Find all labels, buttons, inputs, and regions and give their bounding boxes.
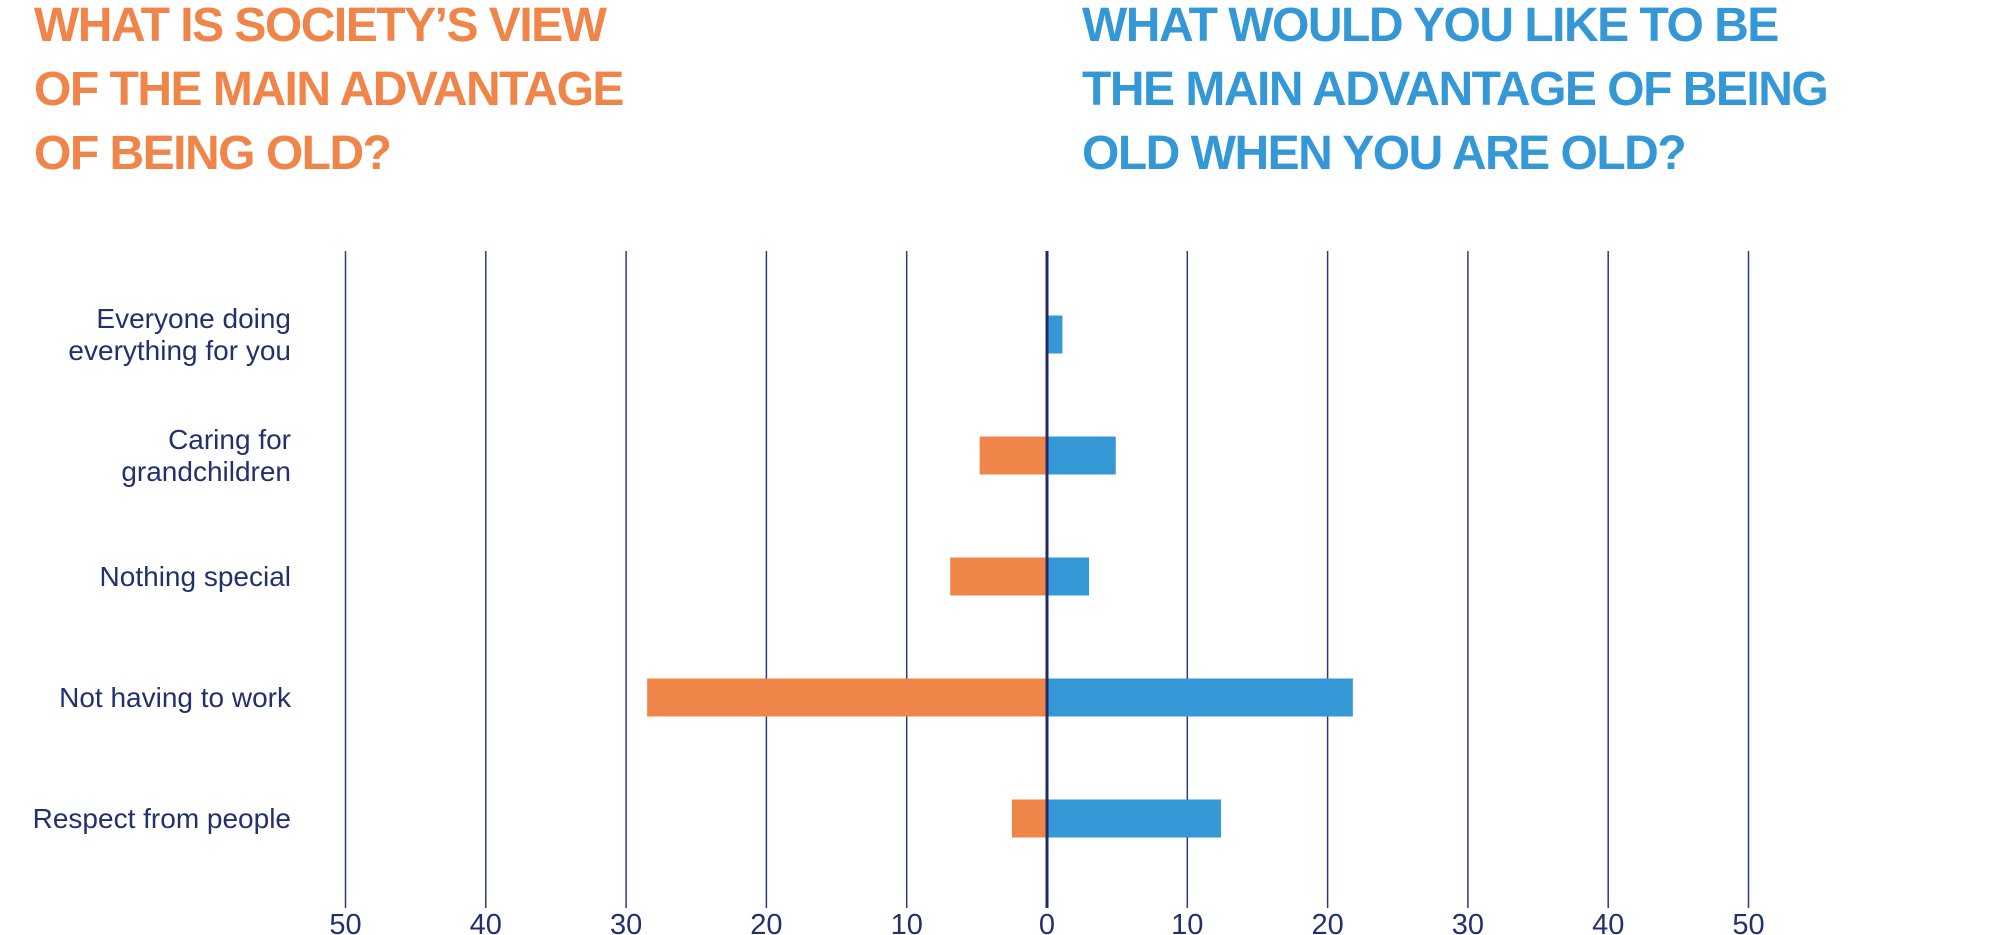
series-title: WHAT IS SOCIETY’S VIEW OF THE MAIN ADVANT… xyxy=(34,0,624,186)
category-label: Everyone doing everything for you xyxy=(68,302,291,366)
x-tick-label: 40 xyxy=(470,909,502,935)
category-label: Nothing special xyxy=(99,560,291,592)
bar xyxy=(1047,799,1221,838)
title-line: THE MAIN ADVANTAGE OF BEING xyxy=(1082,63,1829,116)
x-tick-label: 30 xyxy=(1452,909,1484,935)
series-title: WHAT WOULD YOU LIKE TO BE THE MAIN ADVANT… xyxy=(1082,0,1829,186)
title-line: WHAT IS SOCIETY’S VIEW xyxy=(34,0,607,52)
bar xyxy=(647,678,1047,717)
x-tick-label: 50 xyxy=(1732,909,1764,935)
x-tick-label: 10 xyxy=(891,909,923,935)
x-tick-label: 10 xyxy=(1171,909,1203,935)
bar xyxy=(1047,678,1353,717)
title-line: OF BEING OLD? xyxy=(34,127,392,180)
category-label: Caring for grandchildren xyxy=(121,423,291,487)
bar xyxy=(950,557,1047,596)
bar xyxy=(1047,315,1063,354)
x-tick-label: 30 xyxy=(610,909,642,935)
bar xyxy=(979,436,1047,475)
title-line: OF THE MAIN ADVANTAGE xyxy=(34,63,624,116)
bar xyxy=(1047,557,1090,596)
x-tick-label: 20 xyxy=(750,909,782,935)
category-label: Not having to work xyxy=(59,681,291,713)
title-line: OLD WHEN YOU ARE OLD? xyxy=(1082,127,1687,180)
title-line: WHAT WOULD YOU LIKE TO BE xyxy=(1082,0,1779,52)
x-tick-label: 0 xyxy=(1039,909,1055,935)
x-tick-label: 50 xyxy=(329,909,361,935)
category-label: Respect from people xyxy=(32,802,291,834)
x-tick-label: 40 xyxy=(1592,909,1624,935)
bar xyxy=(1011,799,1047,838)
bar xyxy=(1047,436,1116,475)
x-tick-label: 20 xyxy=(1311,909,1343,935)
